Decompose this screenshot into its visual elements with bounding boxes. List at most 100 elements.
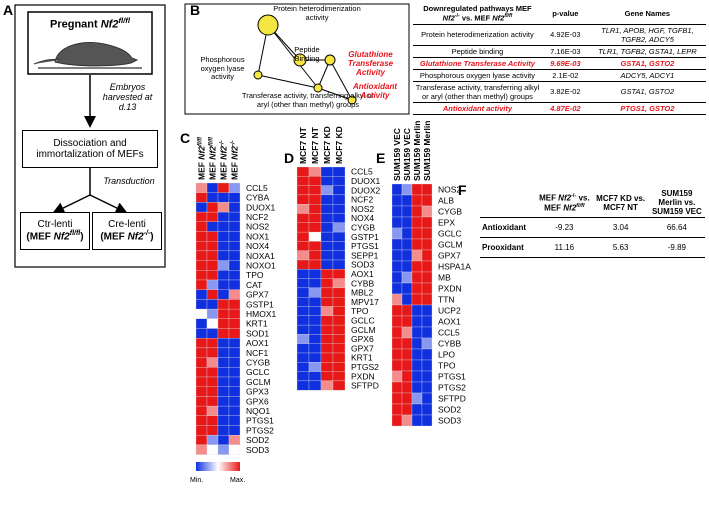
heatmap-cell xyxy=(411,282,423,295)
row-label: DUOX2 xyxy=(351,185,381,195)
heatmap-cell xyxy=(320,334,334,344)
heatmap-cell xyxy=(320,324,334,335)
table-cell: 66.64 xyxy=(666,223,687,232)
heatmap-cell xyxy=(228,202,241,213)
heatmap-cell xyxy=(217,260,230,271)
row-label: CYGB xyxy=(438,207,462,217)
table-cell: Protein heterodimerization activity xyxy=(421,30,534,39)
row-label: GPX6 xyxy=(351,334,374,344)
heatmap-cell xyxy=(421,370,433,383)
heatmap-cell xyxy=(332,213,346,223)
heatmap-cell xyxy=(195,231,208,242)
harvest-note: Embryos harvested at d.13 xyxy=(102,82,153,112)
heatmap-cell xyxy=(217,192,230,203)
heatmap-cell xyxy=(421,315,433,328)
text-run: vs. MEF xyxy=(544,193,590,213)
heatmap-cell xyxy=(217,318,230,329)
heatmap-cell xyxy=(320,194,334,205)
heatmap-cell xyxy=(391,326,403,339)
heatmap-cell xyxy=(332,352,346,363)
heatmap-cell xyxy=(296,362,310,372)
heatmap-cell xyxy=(401,194,413,207)
heatmap-cell xyxy=(320,231,334,242)
heatmap-cell xyxy=(411,216,423,229)
heatmap-cell xyxy=(332,250,346,261)
text-run: Nf2 xyxy=(442,13,455,23)
arrow xyxy=(52,194,91,214)
heatmap-cell xyxy=(228,270,241,281)
heatmap-cell xyxy=(228,415,241,426)
row-label: LPO xyxy=(438,350,455,360)
heatmap-cell xyxy=(332,269,346,279)
heatmap-cell xyxy=(411,370,423,383)
heatmap-cell xyxy=(195,425,208,436)
row-label: SEPP1 xyxy=(351,250,379,260)
heatmap-cell xyxy=(228,221,241,232)
heatmap-cell xyxy=(308,287,322,298)
heatmap-cell xyxy=(206,328,219,339)
heatmap-cell xyxy=(391,359,403,372)
colorbar-max: Max. xyxy=(230,477,245,484)
row-label: PTGS1 xyxy=(351,241,379,251)
heatmap-cell xyxy=(421,238,433,251)
table-cell: Glutathione Transferase Activity xyxy=(419,58,535,68)
text-run: fl/fl xyxy=(198,137,204,146)
row-label: CYBB xyxy=(438,339,461,349)
heatmap-cell xyxy=(217,299,230,310)
heatmap-cell xyxy=(320,185,334,196)
network-node xyxy=(253,70,263,80)
table-row: Antioxidant activity 4.87E-02 PTGS1, GSTO2 xyxy=(413,102,706,114)
text-run: Ctr-lenti xyxy=(37,219,73,231)
heatmap-cell xyxy=(217,231,230,242)
table-header-row: MEF Nf2-/- vs. MEF Nf2fl/fl MCF7 KD vs. M… xyxy=(480,188,705,218)
heatmap-cell xyxy=(195,318,208,329)
panel-label: D xyxy=(284,150,295,166)
header-cell: SUM159 Merlin vs. SUM159 VEC xyxy=(649,188,705,218)
heatmap-cell xyxy=(320,278,334,289)
heatmap-cell xyxy=(308,194,322,205)
heatmap-cell xyxy=(308,315,322,326)
text-run: -/- xyxy=(571,192,577,199)
row-label: Prooxidant xyxy=(482,243,524,252)
column-header: MCF7 NT xyxy=(298,126,308,164)
node-label: Antioxidant Activity xyxy=(353,82,397,101)
heatmap-cell xyxy=(411,293,423,306)
heatmap-cell xyxy=(320,371,334,382)
heatmap-cell xyxy=(391,282,403,295)
row-label: GPX6 xyxy=(246,396,269,406)
row-label: NOX4 xyxy=(351,213,374,223)
heatmap-cell xyxy=(391,205,403,218)
heatmap-cell xyxy=(296,343,310,354)
heatmap-cell xyxy=(308,297,322,307)
ctr-box: Ctr-lenti (MEF Nf2fl/fl) xyxy=(20,212,90,250)
heatmap-cell xyxy=(296,269,310,279)
heatmap-cell xyxy=(228,279,241,290)
table-row: Transferase activity, transferring alkyl… xyxy=(413,81,706,102)
row-label: NOS2 xyxy=(438,185,461,195)
cre-box: Cre-lenti (MEF Nf2-/-) xyxy=(92,212,162,250)
heatmap-cell xyxy=(296,380,310,391)
heatmap-cell xyxy=(391,238,403,251)
heatmap-cell xyxy=(308,343,322,354)
panel-label: A xyxy=(3,2,14,18)
cre-sub: (MEF Nf2-/-) xyxy=(100,230,153,242)
heatmap-cell xyxy=(320,259,334,270)
heatmap-cell xyxy=(228,396,241,407)
text-run: Gene Names xyxy=(624,8,671,18)
heatmap-cell xyxy=(217,376,230,387)
heatmap-cell xyxy=(195,444,208,455)
heatmap-cell xyxy=(296,306,310,316)
heatmap-cell xyxy=(401,260,413,273)
heatmap-cell xyxy=(195,221,208,232)
row-label: AOX1 xyxy=(438,317,461,327)
row-label: CAT xyxy=(246,280,262,290)
text-run: fl/fl xyxy=(504,13,513,19)
heatmap-cell xyxy=(391,227,403,240)
heatmap-cell xyxy=(296,259,310,270)
cre-label: Cre-lenti xyxy=(108,219,146,230)
heatmap-cell xyxy=(421,227,433,240)
heatmap-cell xyxy=(308,362,322,372)
heatmap-cell xyxy=(217,347,230,358)
table-row: Antioxidant -9.23 3.04 66.64 xyxy=(480,218,705,238)
heatmap-cell xyxy=(296,213,310,223)
